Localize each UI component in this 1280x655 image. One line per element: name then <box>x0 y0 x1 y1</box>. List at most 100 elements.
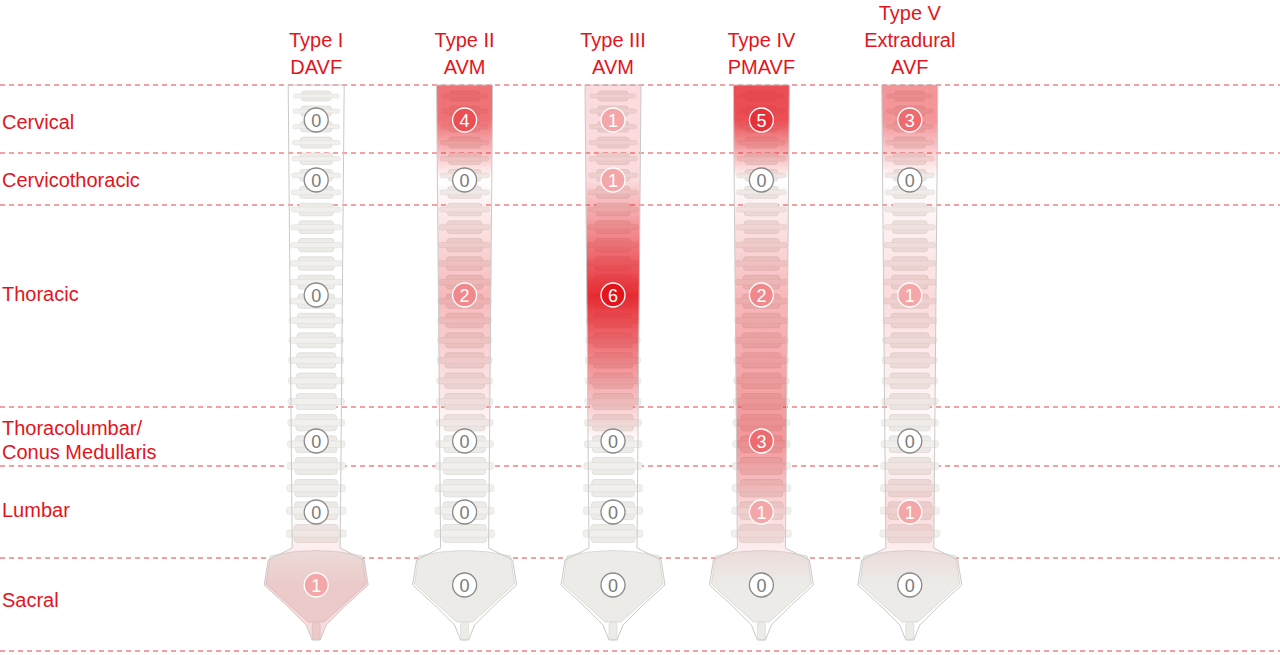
cell-marker <box>601 283 625 307</box>
cell-marker <box>601 168 625 192</box>
spine-outline <box>413 85 517 640</box>
data-label: 1 <box>608 111 618 131</box>
spine-outline <box>264 85 368 640</box>
column-header: AVM <box>444 56 486 78</box>
cell-marker <box>898 108 922 132</box>
spine-heat <box>858 85 962 640</box>
cell-marker <box>453 108 477 132</box>
row-label-line: Lumbar <box>2 499 70 521</box>
column-header: Type V <box>879 2 942 24</box>
column-header: Type II <box>435 29 495 51</box>
cell-marker <box>898 429 922 453</box>
cell-marker <box>453 500 477 524</box>
spine <box>413 85 517 640</box>
column-header: AVF <box>891 56 928 78</box>
column-header: Type IV <box>727 29 795 51</box>
cell-marker <box>304 168 328 192</box>
data-label: 1 <box>311 576 321 596</box>
row-label: Thoracolumbar/Conus Medullaris <box>2 417 157 463</box>
data-label: 1 <box>608 171 618 191</box>
cell-marker <box>304 500 328 524</box>
column-header: PMAVF <box>728 56 795 78</box>
row-label: Cervical <box>2 111 74 133</box>
data-label: 0 <box>608 503 618 523</box>
data-label: 0 <box>460 432 470 452</box>
data-label: 0 <box>460 576 470 596</box>
cell-marker <box>749 500 773 524</box>
cell-marker <box>304 108 328 132</box>
cell-marker <box>453 429 477 453</box>
cell-marker <box>749 573 773 597</box>
row-separator <box>0 407 1280 408</box>
spines <box>264 85 962 640</box>
data-label: 3 <box>905 111 915 131</box>
cell-marker <box>898 168 922 192</box>
spine-heat <box>561 85 665 640</box>
row-label: Lumbar <box>2 499 70 521</box>
data-label: 1 <box>756 503 766 523</box>
data-label: 2 <box>756 286 766 306</box>
data-label: 0 <box>311 111 321 131</box>
cell-marker <box>453 573 477 597</box>
spine-heat <box>709 85 813 640</box>
data-label: 0 <box>311 286 321 306</box>
spine <box>858 85 962 640</box>
cell-marker <box>601 429 625 453</box>
cell-marker <box>898 573 922 597</box>
row-label-line: Sacral <box>2 589 59 611</box>
row-label: Cervicothoracic <box>2 169 140 191</box>
data-label: 1 <box>905 286 915 306</box>
cell-marker <box>453 283 477 307</box>
row-label-line: Cervicothoracic <box>2 169 140 191</box>
cell-marker <box>749 168 773 192</box>
data-label: 0 <box>905 432 915 452</box>
data-label: 0 <box>311 503 321 523</box>
cell-marker <box>304 573 328 597</box>
cell-marker <box>453 168 477 192</box>
spine-outline <box>709 85 813 640</box>
data-label: 5 <box>756 111 766 131</box>
cell-marker <box>898 500 922 524</box>
cell-marker <box>601 108 625 132</box>
cell-marker <box>304 429 328 453</box>
cell-marker <box>749 108 773 132</box>
data-label: 0 <box>905 576 915 596</box>
column-header: DAVF <box>290 56 342 78</box>
cell-marker <box>898 283 922 307</box>
spine <box>264 85 368 640</box>
data-label: 0 <box>460 503 470 523</box>
row-label-line: Thoracic <box>2 283 79 305</box>
row-label-line: Cervical <box>2 111 74 133</box>
data-label: 0 <box>756 576 766 596</box>
data-label: 1 <box>905 503 915 523</box>
cell-marker <box>601 573 625 597</box>
row-label-line: Conus Medullaris <box>2 441 157 463</box>
chart: Cervical Cervicothoracic Thoracic Thoracolu… <box>0 0 1280 655</box>
data-label: 2 <box>460 286 470 306</box>
data-label: 6 <box>608 286 618 306</box>
data-label: 0 <box>608 432 618 452</box>
row-label: Thoracic <box>2 283 79 305</box>
data-label: 0 <box>608 576 618 596</box>
row-labels: Cervical Cervicothoracic Thoracic Thoracolu… <box>2 111 157 611</box>
spine-outline <box>561 85 665 640</box>
data-label: 0 <box>311 432 321 452</box>
row-label: Sacral <box>2 589 59 611</box>
column-header: Extradural <box>864 29 955 51</box>
row-label-line: Thoracolumbar/ <box>2 417 143 439</box>
data-label: 0 <box>756 171 766 191</box>
row-separator <box>0 651 1280 652</box>
cell-marker <box>749 283 773 307</box>
cell-marker <box>601 500 625 524</box>
data-label: 0 <box>905 171 915 191</box>
spine-heat <box>264 85 368 640</box>
column-header: Type III <box>580 29 646 51</box>
column-header: AVM <box>592 56 634 78</box>
spine <box>709 85 813 640</box>
spine-heat <box>413 85 517 640</box>
data-label: 0 <box>311 171 321 191</box>
spine <box>561 85 665 640</box>
data-label: 0 <box>460 171 470 191</box>
data-label: 4 <box>460 111 470 131</box>
row-separators <box>0 85 1280 651</box>
